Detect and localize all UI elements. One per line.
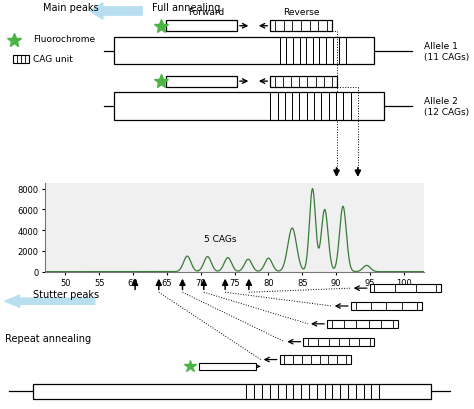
Text: Main peaks: Main peaks: [43, 3, 98, 13]
Text: CAG unit: CAG unit: [33, 55, 73, 64]
FancyBboxPatch shape: [270, 76, 337, 88]
Text: Stutter peaks: Stutter peaks: [33, 289, 100, 299]
Text: Repeat annealing: Repeat annealing: [5, 333, 91, 343]
FancyBboxPatch shape: [280, 355, 351, 364]
Text: 5 CAGs: 5 CAGs: [204, 234, 237, 243]
Text: Reverse: Reverse: [283, 8, 319, 16]
FancyBboxPatch shape: [33, 384, 431, 399]
FancyBboxPatch shape: [370, 284, 441, 292]
FancyBboxPatch shape: [13, 56, 29, 63]
Text: Full annealing: Full annealing: [152, 3, 220, 13]
FancyBboxPatch shape: [270, 21, 332, 32]
Text: Allele 1
(11 CAGs): Allele 1 (11 CAGs): [424, 41, 469, 62]
FancyBboxPatch shape: [303, 338, 374, 346]
FancyBboxPatch shape: [199, 363, 256, 370]
Text: Forward: Forward: [188, 8, 224, 16]
Polygon shape: [5, 295, 95, 308]
Text: Allele 2
(12 CAGs): Allele 2 (12 CAGs): [424, 97, 469, 117]
FancyBboxPatch shape: [114, 38, 374, 65]
FancyBboxPatch shape: [166, 76, 237, 88]
FancyBboxPatch shape: [114, 93, 384, 121]
FancyBboxPatch shape: [351, 302, 422, 310]
Polygon shape: [90, 4, 142, 20]
FancyBboxPatch shape: [166, 21, 237, 32]
FancyBboxPatch shape: [327, 320, 398, 328]
Text: Fluorochrome: Fluorochrome: [33, 35, 95, 44]
